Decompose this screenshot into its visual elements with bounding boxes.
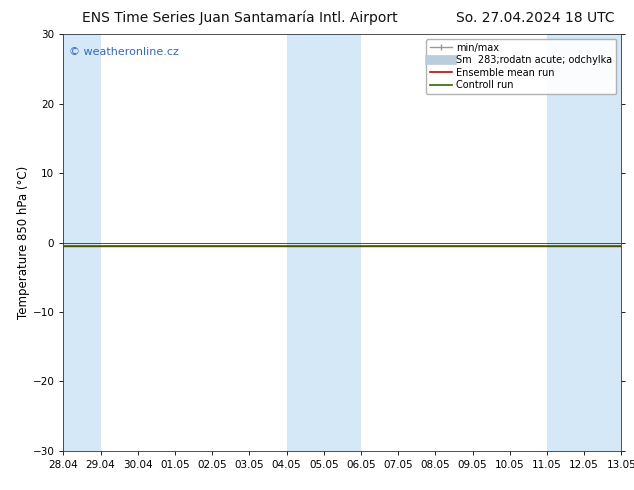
Bar: [547, 34, 584, 451]
Bar: [584, 34, 621, 451]
Bar: [63, 34, 101, 451]
Text: ENS Time Series Juan Santamaría Intl. Airport: ENS Time Series Juan Santamaría Intl. Ai…: [82, 11, 398, 25]
Text: © weatheronline.cz: © weatheronline.cz: [69, 47, 179, 57]
Text: So. 27.04.2024 18 UTC: So. 27.04.2024 18 UTC: [456, 11, 615, 25]
Legend: min/max, Sm  283;rodatn acute; odchylka, Ensemble mean run, Controll run: min/max, Sm 283;rodatn acute; odchylka, …: [426, 39, 616, 94]
Bar: [138, 34, 175, 451]
Bar: [584, 34, 621, 451]
Y-axis label: Temperature 850 hPa (°C): Temperature 850 hPa (°C): [16, 166, 30, 319]
Bar: [287, 34, 361, 451]
